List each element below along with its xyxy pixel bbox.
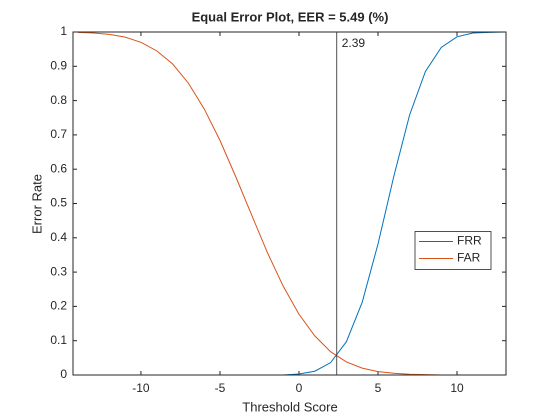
plot-area xyxy=(73,32,506,375)
axes-box xyxy=(72,31,507,376)
y-tick-label: 0.4 xyxy=(50,230,67,244)
y-tick-label: 0.2 xyxy=(50,299,67,313)
y-tick-label: 0 xyxy=(60,367,67,381)
legend: FRR FAR xyxy=(414,231,492,270)
y-tick-label: 0.6 xyxy=(50,161,67,175)
x-tick-label: -10 xyxy=(132,381,150,395)
eer-label: 2.39 xyxy=(342,36,366,50)
y-tick-label: 0.9 xyxy=(50,58,67,72)
x-tick-label: 5 xyxy=(375,381,382,395)
y-tick-label: 0.3 xyxy=(50,264,67,278)
y-tick-label: 0.7 xyxy=(50,127,67,141)
x-tick-label: 0 xyxy=(296,381,303,395)
x-tick-label: -5 xyxy=(215,381,226,395)
legend-box xyxy=(414,231,492,270)
y-tick-label: 0.1 xyxy=(50,333,67,347)
y-tick-label: 0.8 xyxy=(50,93,67,107)
x-axis-label: Threshold Score xyxy=(242,399,337,414)
y-tick-label: 0.5 xyxy=(50,196,67,210)
y-axis-label: Error Rate xyxy=(29,174,44,234)
legend-label: FRR xyxy=(457,234,482,248)
chart-title: Equal Error Plot, EER = 5.49 (%) xyxy=(192,9,389,24)
x-tick-label: 10 xyxy=(450,381,464,395)
legend-label: FAR xyxy=(457,251,481,265)
y-tick-label: 1 xyxy=(60,24,67,38)
